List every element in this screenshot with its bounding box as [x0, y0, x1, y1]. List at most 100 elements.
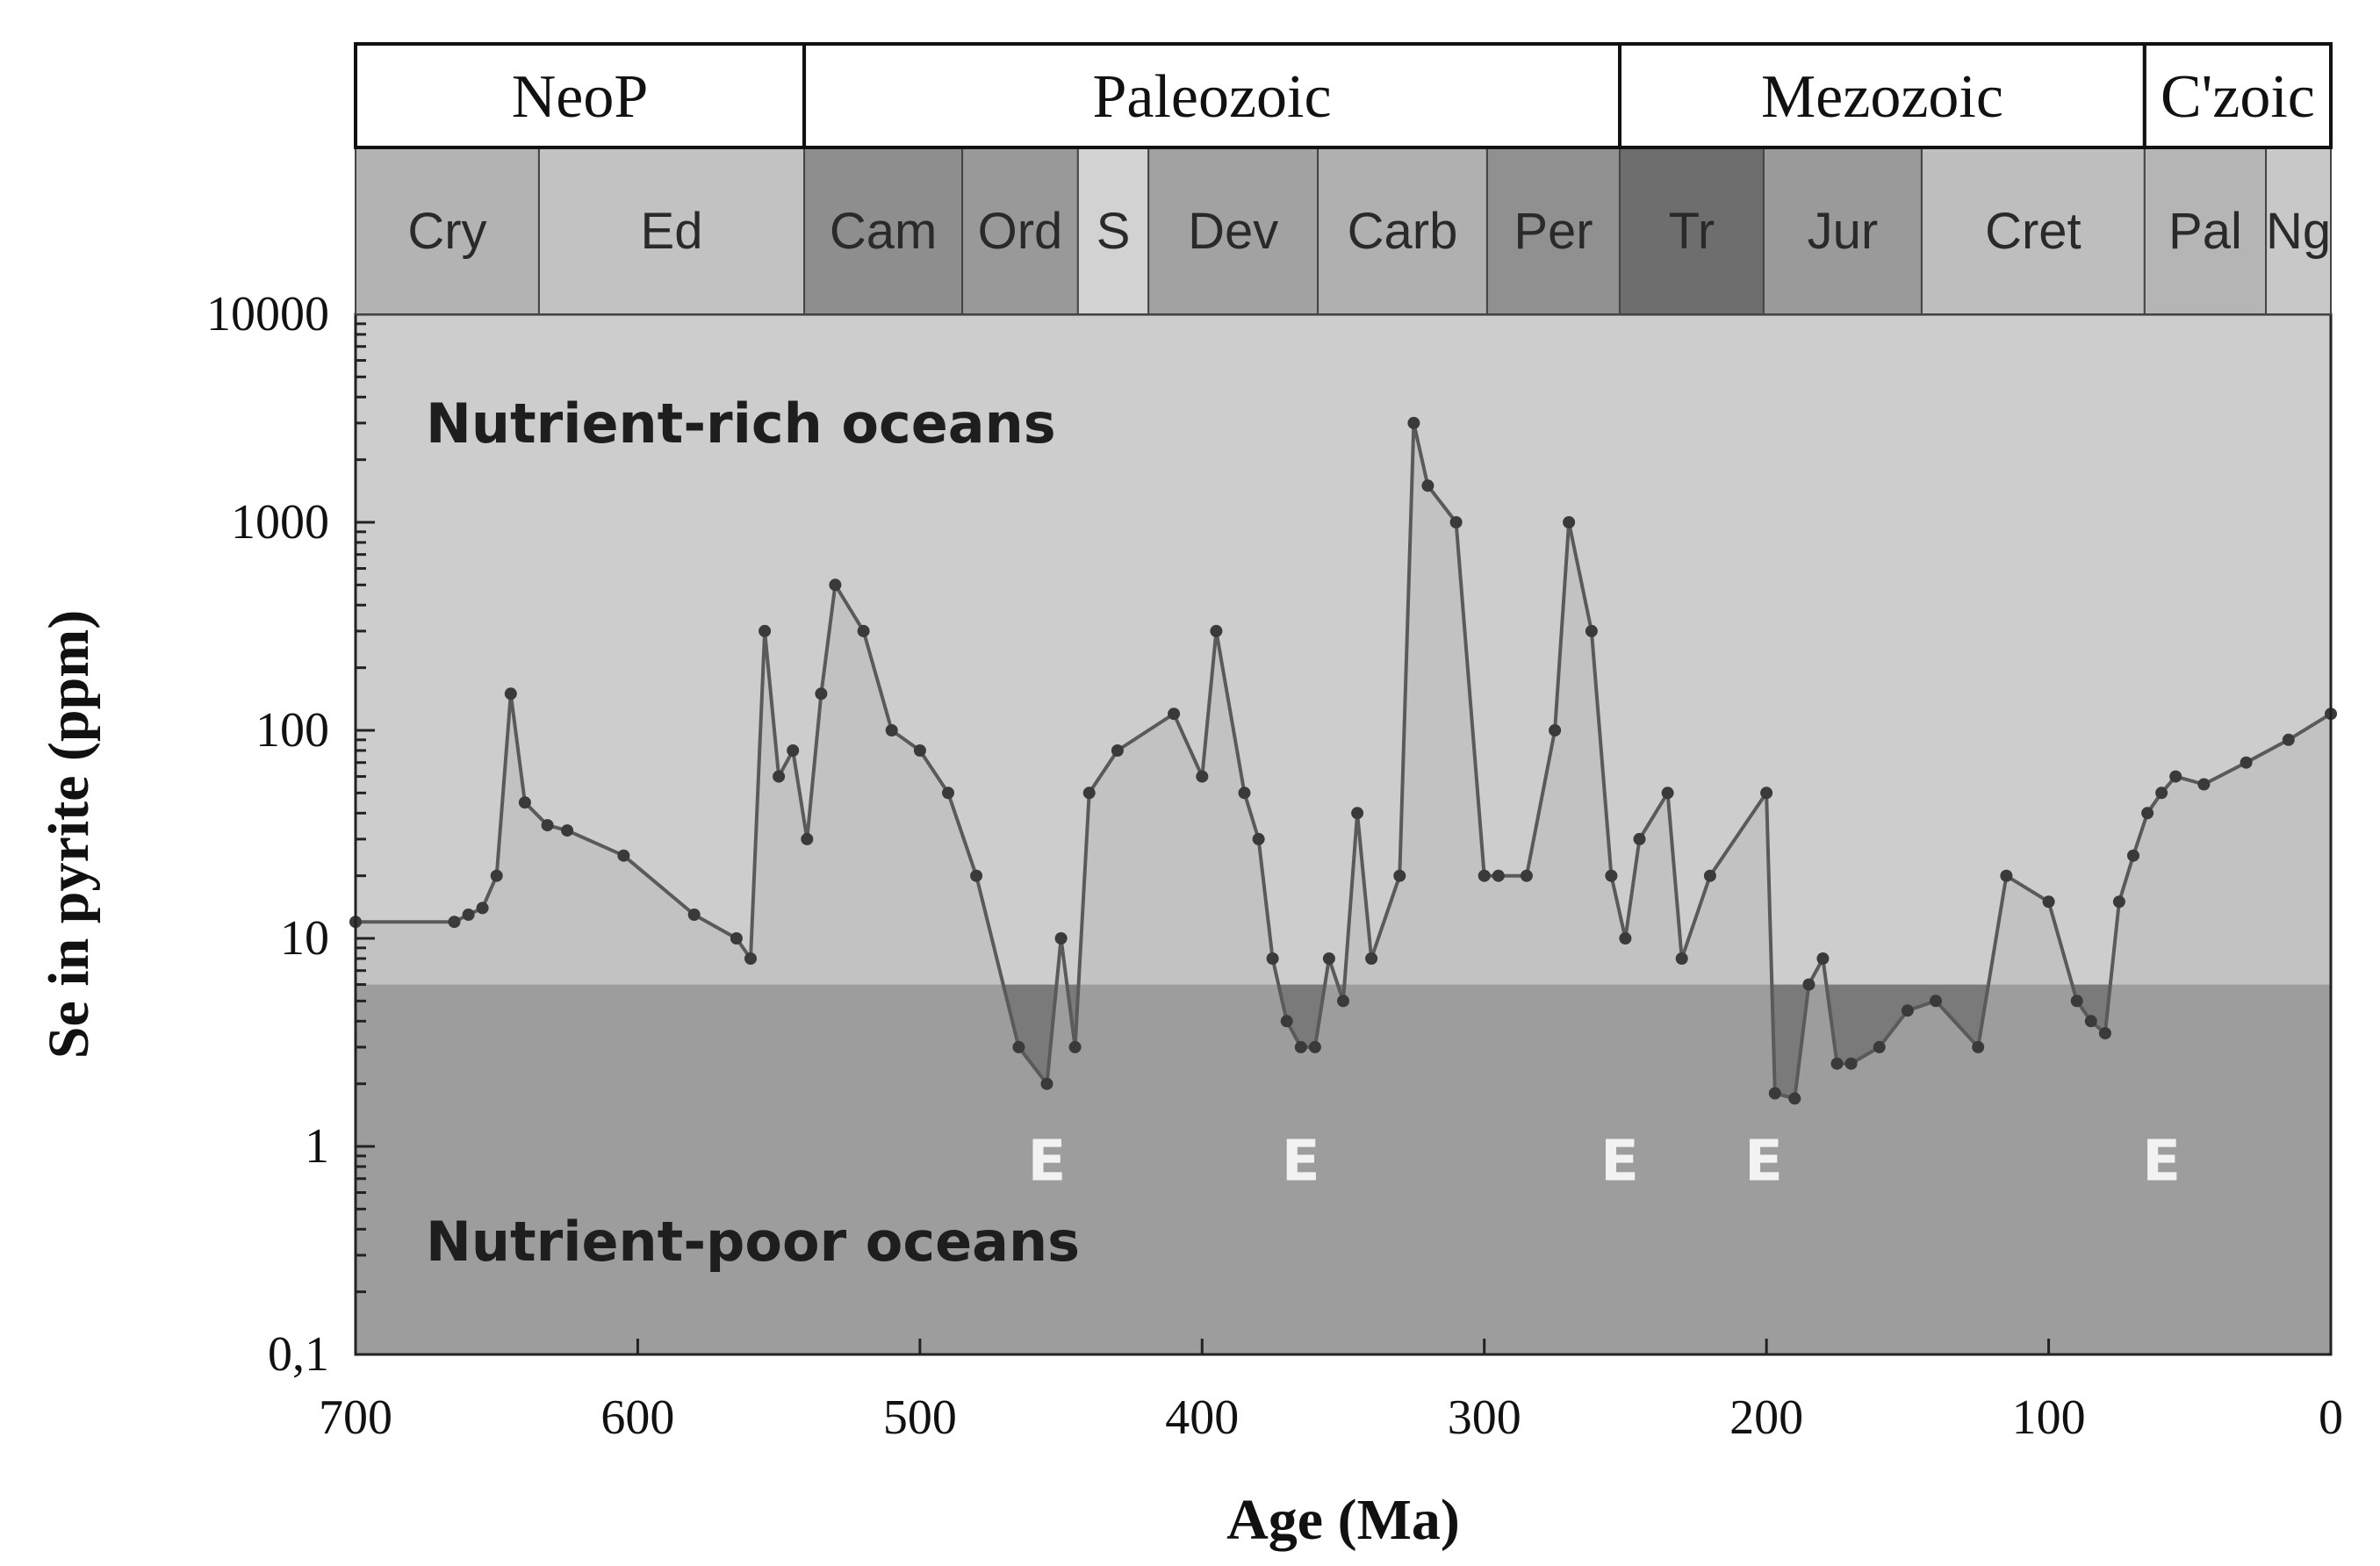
sample-points: [349, 416, 2337, 1105]
period-box: [961, 147, 1079, 315]
data-point: [1930, 995, 1942, 1008]
period-label: Cry: [407, 203, 486, 260]
x-tick-label: 100: [2012, 1390, 2086, 1445]
data-point: [1675, 952, 1688, 965]
data-point: [2240, 756, 2253, 769]
data-point: [801, 832, 814, 845]
data-point: [1633, 832, 1646, 845]
data-point: [2084, 1015, 2097, 1028]
era-label: Paleozoic: [1092, 63, 1331, 131]
period-label: Jur: [1808, 203, 1879, 260]
data-point: [617, 849, 630, 862]
data-point: [1082, 787, 1096, 800]
y-tick-label: 100: [255, 703, 329, 758]
extinction-event-label: E: [1282, 1130, 1320, 1195]
period-box: [537, 147, 806, 315]
period-label: Per: [1514, 203, 1593, 260]
data-point: [1040, 1077, 1053, 1090]
period-label: Tr: [1669, 203, 1715, 260]
data-point: [1563, 516, 1576, 528]
data-point: [942, 787, 954, 800]
data-point: [2042, 895, 2055, 909]
period-label: Ord: [978, 203, 1063, 260]
x-axis-title: Age (Ma): [1226, 1488, 1460, 1552]
se-area-series: [356, 420, 2333, 1354]
data-point: [2197, 778, 2211, 791]
data-point: [1520, 869, 1533, 882]
data-point: [1449, 516, 1463, 528]
data-point: [1830, 1057, 1844, 1070]
data-point: [1972, 1040, 1985, 1053]
data-point: [1788, 1092, 1801, 1105]
data-point: [2098, 1027, 2111, 1040]
data-point: [1478, 869, 1491, 882]
data-point: [759, 624, 772, 637]
data-point: [1844, 1057, 1858, 1070]
era-box: [354, 42, 807, 149]
data-point: [1210, 624, 1223, 637]
extinction-event-label: E: [2142, 1130, 2181, 1195]
y-tick-label: 10000: [206, 287, 329, 341]
data-point: [787, 744, 800, 757]
nutrient-poor-label: Nutrient-poor oceans: [426, 1210, 1080, 1274]
period-label: Pal: [2168, 203, 2242, 260]
data-point: [1054, 932, 1068, 945]
data-point: [1111, 744, 1124, 757]
data-point: [1168, 708, 1181, 721]
data-point: [448, 916, 461, 929]
data-point: [815, 687, 828, 700]
data-point: [476, 902, 489, 915]
data-point: [970, 869, 983, 882]
data-point: [1337, 995, 1349, 1008]
data-point: [1760, 787, 1773, 800]
data-point: [2070, 995, 2083, 1008]
extinction-event-label: E: [1600, 1130, 1639, 1195]
data-point: [541, 819, 554, 832]
geologic-timescale: Cry Ed Cam Ord S Dev Carb Per Tr Jur Cret Pal Ng NeoP…: [354, 42, 2333, 315]
data-point: [829, 578, 842, 592]
period-box: [1762, 147, 1923, 315]
data-point: [1294, 1040, 1307, 1053]
data-point: [1873, 1040, 1886, 1053]
data-point: [1280, 1015, 1293, 1028]
period-box: [1317, 147, 1488, 315]
data-point: [1421, 479, 1434, 492]
y-tick-label: 1000: [231, 495, 329, 550]
x-tick-label: 0: [2319, 1390, 2343, 1445]
data-point: [1351, 807, 1364, 820]
data-point: [1585, 624, 1598, 637]
x-tick-label: 700: [319, 1390, 392, 1445]
x-tick-label: 300: [1448, 1390, 1521, 1445]
data-point: [2000, 869, 2013, 882]
data-point: [1196, 770, 1209, 783]
extinction-event-label: E: [1744, 1130, 1783, 1195]
era-label: NeoP: [512, 63, 649, 131]
nutrient-rich-label: Nutrient-rich oceans: [426, 392, 1056, 456]
x-tick-label: 600: [600, 1390, 674, 1445]
period-label: S: [1097, 203, 1131, 260]
period-label: Cret: [1985, 203, 2082, 260]
era-box: [1618, 42, 2146, 149]
data-point: [1661, 787, 1674, 800]
data-point: [1619, 932, 1632, 945]
data-point: [1393, 869, 1406, 882]
era-box: [2142, 42, 2333, 149]
data-point: [2169, 770, 2182, 783]
data-point: [1322, 952, 1335, 965]
data-point: [1492, 869, 1505, 882]
data-point: [518, 796, 531, 809]
period-box: [1485, 147, 1621, 315]
data-point: [1816, 952, 1830, 965]
period-label: Carb: [1348, 203, 1458, 260]
data-point: [1703, 869, 1716, 882]
period-box: [2265, 147, 2333, 315]
era-label: Mezozoic: [1761, 63, 2003, 131]
data-point: [885, 724, 898, 736]
extinction-event-label: E: [1028, 1130, 1067, 1195]
period-label: Cam: [830, 203, 937, 260]
data-point: [1252, 832, 1265, 845]
data-point: [1238, 787, 1251, 800]
data-point: [490, 869, 503, 882]
